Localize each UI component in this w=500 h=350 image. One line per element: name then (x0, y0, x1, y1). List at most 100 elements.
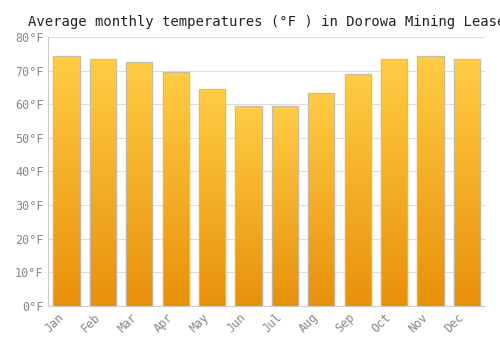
Bar (418, 58, 444, 61)
Bar (162, 128, 189, 131)
Bar (454, 168, 480, 170)
Bar (272, 286, 298, 288)
Bar (126, 208, 152, 211)
Bar (344, 289, 370, 292)
Bar (236, 112, 262, 114)
Bar (236, 296, 262, 298)
Bar (236, 128, 262, 130)
Bar (126, 286, 152, 289)
Bar (344, 74, 370, 76)
Bar (199, 141, 225, 144)
Bar (272, 250, 298, 252)
Bar (126, 82, 152, 84)
Bar (90, 202, 116, 205)
Bar (126, 281, 152, 284)
Bar (236, 118, 262, 120)
Bar (381, 69, 407, 71)
Bar (381, 301, 407, 303)
Bar (272, 176, 298, 178)
Bar (126, 240, 152, 243)
Bar (344, 86, 370, 88)
Bar (162, 107, 189, 110)
Bar (344, 130, 370, 132)
Bar (126, 111, 152, 113)
Bar (272, 132, 298, 134)
Bar (454, 301, 480, 303)
Bar (54, 203, 80, 206)
Bar (236, 228, 262, 230)
Bar (344, 239, 370, 241)
Bar (162, 208, 189, 210)
Bar (199, 293, 225, 295)
Bar (418, 88, 444, 91)
Bar (418, 221, 444, 223)
Bar (54, 291, 80, 293)
Bar (308, 267, 334, 270)
Bar (418, 268, 444, 271)
Bar (54, 208, 80, 211)
Bar (126, 62, 152, 306)
Bar (236, 258, 262, 260)
Bar (90, 284, 116, 286)
Bar (418, 138, 444, 141)
Bar (272, 190, 298, 192)
Bar (308, 300, 334, 302)
Bar (199, 182, 225, 184)
Bar (308, 163, 334, 165)
Bar (344, 278, 370, 280)
Bar (344, 109, 370, 111)
Bar (272, 204, 298, 206)
Bar (126, 238, 152, 240)
Bar (236, 276, 262, 278)
Bar (199, 165, 225, 167)
Bar (308, 201, 334, 203)
Bar (162, 215, 189, 217)
Bar (308, 295, 334, 297)
Bar (272, 278, 298, 280)
Bar (308, 112, 334, 114)
Bar (418, 258, 444, 261)
Bar (418, 218, 444, 221)
Bar (199, 228, 225, 230)
Bar (54, 218, 80, 221)
Bar (54, 73, 80, 76)
Bar (344, 220, 370, 222)
Bar (381, 91, 407, 93)
Bar (236, 280, 262, 282)
Bar (236, 260, 262, 262)
Bar (418, 106, 444, 108)
Bar (162, 292, 189, 294)
Bar (90, 153, 116, 155)
Bar (344, 160, 370, 162)
Bar (199, 278, 225, 280)
Bar (344, 216, 370, 218)
Bar (344, 222, 370, 225)
Bar (162, 187, 189, 189)
Bar (272, 144, 298, 146)
Bar (162, 266, 189, 268)
Bar (308, 152, 334, 154)
Bar (199, 122, 225, 124)
Bar (308, 156, 334, 159)
Bar (272, 122, 298, 124)
Bar (162, 226, 189, 229)
Bar (344, 113, 370, 116)
Bar (236, 232, 262, 234)
Bar (54, 96, 80, 98)
Bar (308, 180, 334, 182)
Bar (381, 145, 407, 148)
Bar (90, 155, 116, 158)
Bar (418, 133, 444, 136)
Bar (272, 232, 298, 234)
Bar (126, 225, 152, 228)
Bar (199, 217, 225, 219)
Bar (126, 101, 152, 104)
Bar (272, 116, 298, 118)
Bar (236, 252, 262, 254)
Bar (90, 168, 116, 170)
Bar (236, 282, 262, 284)
Bar (162, 170, 189, 173)
Bar (308, 261, 334, 263)
Bar (381, 103, 407, 106)
Bar (308, 122, 334, 125)
